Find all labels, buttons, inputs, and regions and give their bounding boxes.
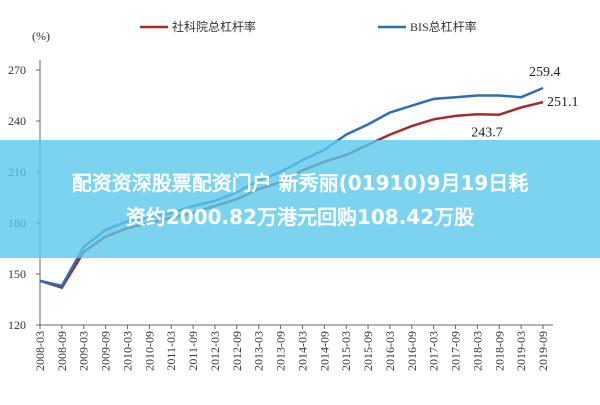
x-tick-label: 2011-03 <box>164 331 178 371</box>
data-label: 259.4 <box>529 65 561 80</box>
x-tick-label: 2010-03 <box>120 331 134 371</box>
x-tick-label: 2009-03 <box>77 331 91 371</box>
x-tick-label: 2013-09 <box>274 331 288 371</box>
x-tick-label: 2015-03 <box>339 331 353 371</box>
x-tick-label: 2017-09 <box>449 331 463 371</box>
x-tick-label: 2010-09 <box>142 331 156 371</box>
y-tick-label: 270 <box>8 63 26 77</box>
x-tick-label: 2018-03 <box>470 331 484 371</box>
banner-text: 资约2000.82万港元回购108.42万股 <box>126 205 474 229</box>
x-tick-label: 2011-09 <box>186 331 200 371</box>
x-tick-label: 2016-03 <box>383 331 397 371</box>
y-tick-label: 240 <box>8 114 26 128</box>
x-tick-label: 2015-09 <box>361 331 375 371</box>
y-unit: (%) <box>32 29 50 43</box>
data-label: 243.7 <box>471 126 503 141</box>
legend-label: 社科院总杠杆率 <box>172 19 256 34</box>
y-tick-label: 150 <box>8 267 26 281</box>
x-tick-label: 2008-09 <box>55 331 69 371</box>
x-tick-label: 2013-03 <box>252 331 266 371</box>
x-tick-label: 2008-03 <box>33 331 47 371</box>
y-tick-label: 120 <box>8 318 26 332</box>
x-tick-label: 2018-09 <box>492 331 506 371</box>
legend-label: BIS总杠杆率 <box>410 19 477 34</box>
banner-text: 配资资深股票配资门户 新秀丽(01910)9月19日耗 <box>72 171 529 195</box>
x-tick-label: 2019-03 <box>514 331 528 371</box>
x-tick-label: 2012-09 <box>230 331 244 371</box>
banner-bg <box>0 140 600 258</box>
x-tick-label: 2016-09 <box>405 331 419 371</box>
x-tick-label: 2014-03 <box>295 331 309 371</box>
x-tick-label: 2017-03 <box>427 331 441 371</box>
data-label: 251.1 <box>547 95 579 110</box>
x-tick-label: 2014-09 <box>317 331 331 371</box>
x-tick-label: 2019-09 <box>536 331 550 371</box>
x-tick-label: 2012-03 <box>208 331 222 371</box>
x-tick-label: 2009-09 <box>99 331 113 371</box>
